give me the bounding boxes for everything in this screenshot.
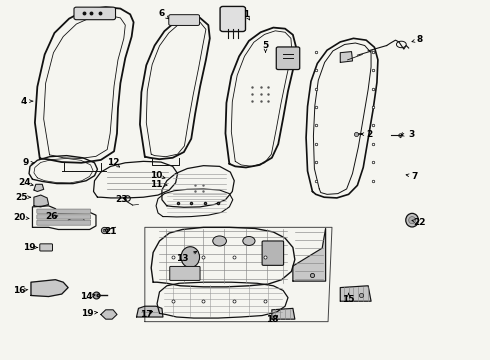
Text: 2: 2 xyxy=(367,130,373,139)
Text: 1: 1 xyxy=(243,10,249,19)
Polygon shape xyxy=(272,309,295,319)
Text: 5: 5 xyxy=(263,41,269,50)
Polygon shape xyxy=(68,218,85,224)
Polygon shape xyxy=(340,286,371,301)
FancyBboxPatch shape xyxy=(37,220,91,225)
Text: 6: 6 xyxy=(159,9,165,18)
Polygon shape xyxy=(340,51,352,62)
Text: 19: 19 xyxy=(81,309,94,318)
Polygon shape xyxy=(293,228,326,281)
Text: 9: 9 xyxy=(23,158,29,167)
Text: 15: 15 xyxy=(343,294,355,303)
Ellipse shape xyxy=(409,217,416,224)
Text: 4: 4 xyxy=(21,96,27,105)
FancyBboxPatch shape xyxy=(37,215,91,219)
FancyBboxPatch shape xyxy=(262,241,284,265)
FancyBboxPatch shape xyxy=(276,47,300,69)
Text: 21: 21 xyxy=(104,228,117,237)
Ellipse shape xyxy=(213,236,226,246)
Polygon shape xyxy=(31,280,68,297)
Text: 11: 11 xyxy=(150,180,162,189)
Text: 10: 10 xyxy=(150,171,162,180)
Text: 24: 24 xyxy=(18,178,30,187)
Text: 14: 14 xyxy=(80,292,93,301)
Text: 23: 23 xyxy=(116,195,128,204)
Text: 12: 12 xyxy=(107,158,120,167)
Ellipse shape xyxy=(406,213,418,227)
Text: 17: 17 xyxy=(140,310,152,319)
Text: 20: 20 xyxy=(13,213,25,222)
FancyBboxPatch shape xyxy=(37,209,91,213)
Polygon shape xyxy=(34,195,49,207)
FancyBboxPatch shape xyxy=(170,266,200,280)
Text: 26: 26 xyxy=(46,212,58,221)
Text: 19: 19 xyxy=(23,243,35,252)
Text: 18: 18 xyxy=(266,315,278,324)
Text: 16: 16 xyxy=(13,286,25,295)
Text: 3: 3 xyxy=(408,130,414,139)
Text: 22: 22 xyxy=(414,218,426,227)
FancyBboxPatch shape xyxy=(74,7,116,20)
Ellipse shape xyxy=(243,237,255,246)
Polygon shape xyxy=(137,306,163,317)
FancyBboxPatch shape xyxy=(169,15,199,26)
Text: 7: 7 xyxy=(412,172,418,181)
Text: 8: 8 xyxy=(417,35,423,44)
FancyBboxPatch shape xyxy=(40,244,52,251)
Text: 13: 13 xyxy=(176,254,189,263)
Ellipse shape xyxy=(181,247,199,267)
Polygon shape xyxy=(34,184,44,192)
Polygon shape xyxy=(101,310,117,319)
Text: 25: 25 xyxy=(15,193,27,202)
FancyBboxPatch shape xyxy=(220,6,245,32)
